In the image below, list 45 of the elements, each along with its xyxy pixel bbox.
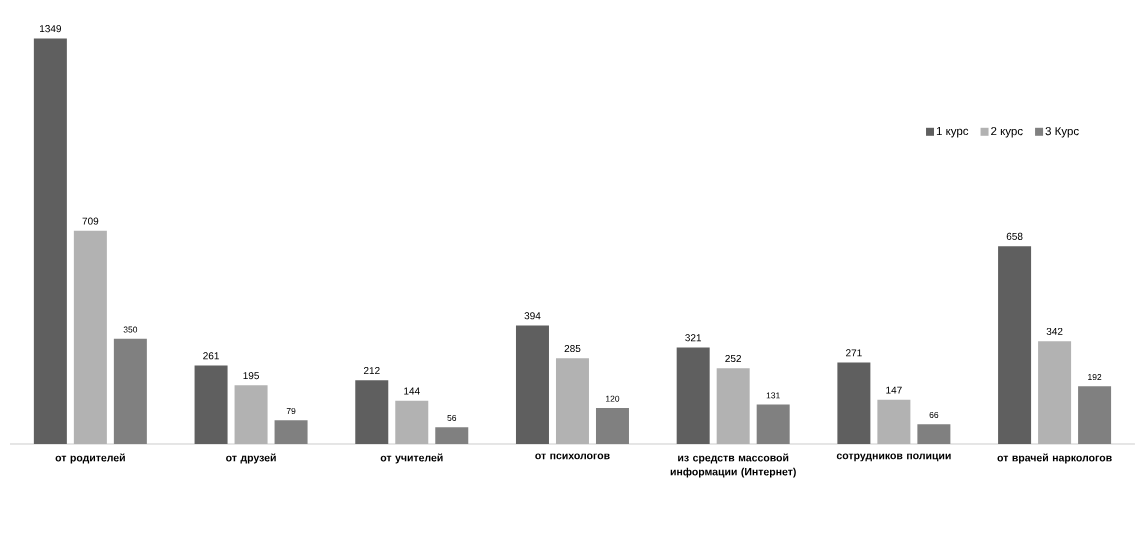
data-label: 261 [203, 352, 219, 360]
data-label: 709 [82, 217, 99, 225]
data-label: 131 [766, 392, 780, 399]
data-label: 212 [363, 367, 380, 375]
bar [1038, 341, 1072, 444]
bar [877, 399, 911, 444]
bar [676, 347, 710, 444]
data-label: 66 [929, 411, 939, 418]
bar [234, 385, 268, 444]
x-tick-label: от родителей [55, 453, 125, 464]
x-tick-label: от учителей [380, 453, 443, 464]
legend-label: 2 курс [991, 127, 1023, 138]
legend-label: 3 Курс [1045, 127, 1079, 138]
bar [555, 358, 589, 444]
bar [355, 380, 389, 444]
bar [998, 246, 1032, 444]
data-label: 79 [286, 408, 296, 415]
bar [837, 362, 871, 444]
x-tick-label: из средств массовой информации (Интернет) [670, 453, 796, 478]
data-label: 271 [846, 349, 862, 357]
data-label: 252 [725, 354, 742, 363]
bar [33, 38, 67, 444]
x-tick-label: сотрудников полиции [836, 453, 951, 462]
data-label: 321 [685, 334, 702, 342]
data-label: 192 [1088, 374, 1102, 381]
bar [73, 230, 107, 444]
data-label: 394 [524, 312, 541, 320]
data-label: 120 [606, 395, 620, 402]
data-label: 147 [886, 386, 902, 394]
data-label: 350 [123, 326, 138, 333]
x-tick-label: от психологов [535, 453, 610, 460]
bar [515, 325, 549, 444]
data-label: 1349 [40, 25, 62, 33]
data-label: 195 [243, 372, 259, 380]
legend-label: 1 курс [936, 127, 969, 138]
x-tick-label: от врачей наркологов [997, 453, 1112, 464]
bar [395, 400, 429, 444]
data-label: 144 [404, 387, 420, 395]
bar [194, 365, 228, 444]
data-label: 56 [447, 414, 457, 421]
data-label: 285 [564, 345, 581, 353]
bar [716, 368, 750, 444]
x-tick-label: от друзей [226, 453, 276, 464]
data-label: 342 [1046, 327, 1063, 335]
data-label: 658 [1006, 232, 1023, 240]
